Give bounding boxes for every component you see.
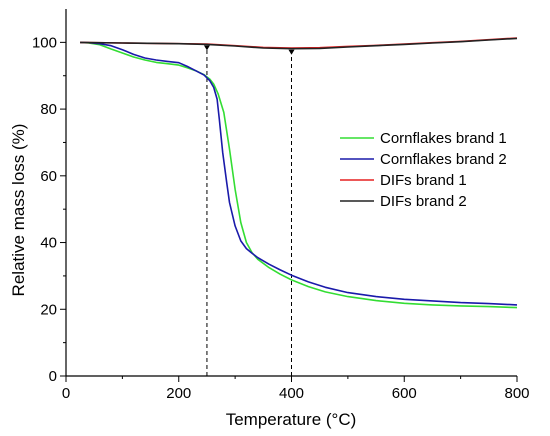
y-tick-label: 0 bbox=[49, 368, 57, 385]
series-line-4 bbox=[80, 37, 518, 50]
x-ticks: 0 200 400 600 800 bbox=[62, 376, 530, 402]
x-tick-label: 200 bbox=[166, 385, 191, 402]
legend-label-4: DIFs brand 2 bbox=[380, 193, 467, 210]
y-tick-label: 100 bbox=[32, 34, 57, 51]
x-tick-label: 0 bbox=[62, 385, 70, 402]
series-line-1 bbox=[80, 41, 518, 309]
reference-arrow-400 bbox=[288, 49, 295, 55]
legend-label-1: Cornflakes brand 1 bbox=[380, 130, 507, 147]
y-tick-label: 60 bbox=[40, 168, 57, 185]
legend: Cornflakes brand 1 Cornflakes brand 2 DIFs… bbox=[340, 130, 507, 210]
x-tick-label: 400 bbox=[279, 385, 304, 402]
y-tick-label: 80 bbox=[40, 101, 57, 118]
y-axis-title: Relative mass loss (%) bbox=[9, 124, 28, 297]
reference-arrow-250 bbox=[203, 45, 210, 51]
x-tick-label: 800 bbox=[504, 385, 529, 402]
series-layer bbox=[80, 37, 518, 309]
y-ticks: 0 20 40 60 80 100 bbox=[32, 34, 66, 385]
x-tick-label: 600 bbox=[392, 385, 417, 402]
y-tick-label: 40 bbox=[40, 235, 57, 252]
series-line-2 bbox=[80, 41, 518, 306]
x-axis-title: Temperature (°C) bbox=[226, 410, 357, 429]
legend-label-2: Cornflakes brand 2 bbox=[380, 151, 507, 168]
reference-lines bbox=[203, 45, 295, 376]
legend-label-3: DIFs brand 1 bbox=[380, 172, 467, 189]
y-tick-label: 20 bbox=[40, 301, 57, 318]
